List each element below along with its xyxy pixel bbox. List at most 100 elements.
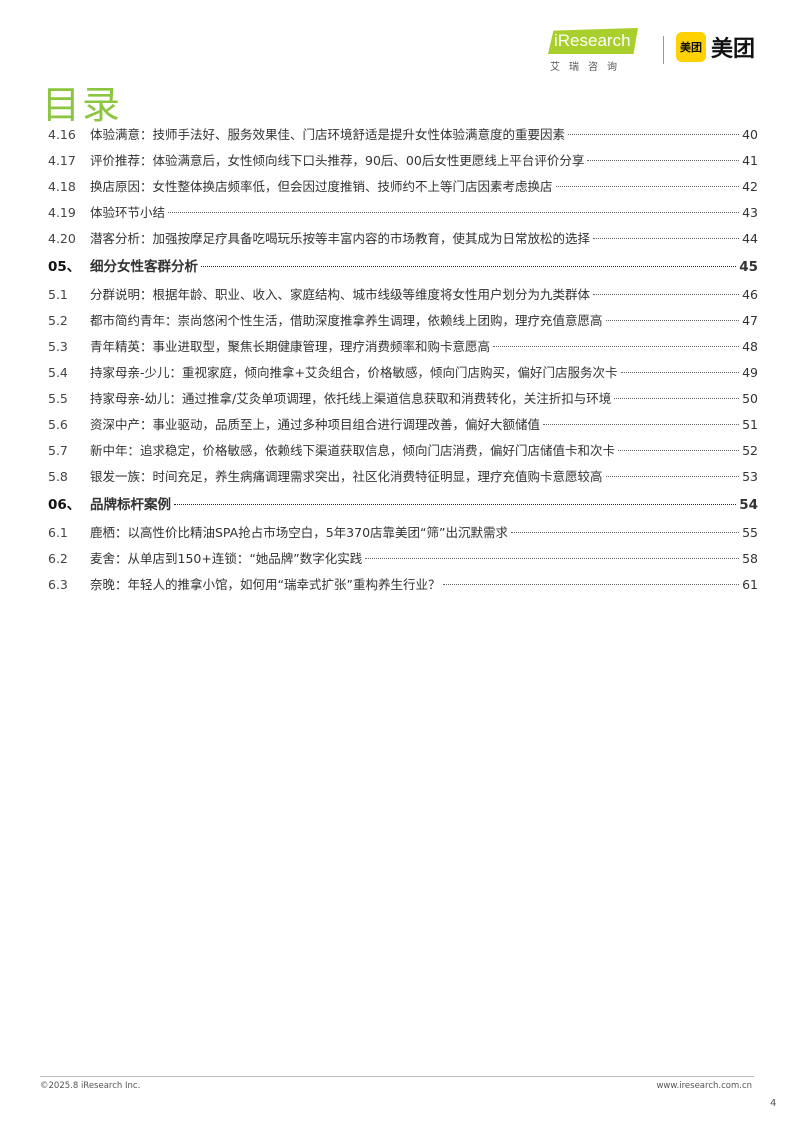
logo-divider bbox=[663, 36, 664, 64]
toc-entry[interactable]: 4.16 体验满意：技师手法好、服务效果佳、门店环境舒适是提升女性体验满意度的重要… bbox=[48, 122, 758, 148]
dot-leader bbox=[593, 238, 740, 239]
toc-entry-page: 50 bbox=[742, 391, 758, 406]
toc-entry-title: 持家母亲-幼儿：通过推拿/艾灸单项调理，依托线上渠道信息获取和消费转化，关注折扣… bbox=[90, 391, 612, 406]
toc-entry-number: 4.20 bbox=[48, 231, 76, 246]
toc-entry-title: 新中年：追求稳定，价格敏感，依赖线下渠道获取信息，倾向门店消费，偏好门店储值卡和… bbox=[90, 443, 616, 458]
toc-entry-number: 5.1 bbox=[48, 287, 68, 302]
iresearch-logo: iResearch bbox=[548, 28, 638, 54]
dot-leader bbox=[511, 532, 740, 533]
toc-entry-page: 43 bbox=[742, 205, 758, 220]
toc-entry-title: 都市简约青年：崇尚悠闲个性生活，借助深度推拿养生调理，依赖线上团购，理疗充值意愿… bbox=[90, 313, 603, 328]
toc-entry-number: 6.3 bbox=[48, 577, 68, 592]
toc-entry-page: 40 bbox=[742, 127, 758, 142]
dot-leader bbox=[174, 504, 737, 505]
toc-entry-title: 体验满意：技师手法好、服务效果佳、门店环境舒适是提升女性体验满意度的重要因素 bbox=[90, 127, 566, 142]
toc-entry-title: 奈晚：年轻人的推拿小馆，如何用“瑞幸式扩张”重构养生行业？ bbox=[90, 577, 441, 592]
toc-entry[interactable]: 6.1 鹿栖：以高性价比精油SPA抢占市场空白，5年370店靠美团“筛”出沉默需求… bbox=[48, 520, 758, 546]
toc-entry-page: 53 bbox=[742, 469, 758, 484]
toc-entry-title: 银发一族：时间充足，养生病痛调理需求突出，社区化消费特征明显，理疗充值购卡意愿较… bbox=[90, 469, 603, 484]
toc-entry-title: 青年精英：事业进取型，聚焦长期健康管理，理疗消费频率和购卡意愿高 bbox=[90, 339, 491, 354]
footer-copyright: ©2025.8 iResearch Inc. bbox=[40, 1081, 141, 1091]
toc-entry-number: 5.3 bbox=[48, 339, 68, 354]
dot-leader bbox=[614, 398, 740, 399]
dot-leader bbox=[605, 476, 740, 477]
toc-entry-number: 5.7 bbox=[48, 443, 68, 458]
footer-divider bbox=[40, 1076, 754, 1077]
dot-leader bbox=[618, 450, 740, 451]
toc-entry-number: 4.17 bbox=[48, 153, 76, 168]
dot-leader bbox=[587, 160, 740, 161]
toc-entry-page: 61 bbox=[742, 577, 758, 592]
toc-entry-title: 鹿栖：以高性价比精油SPA抢占市场空白，5年370店靠美团“筛”出沉默需求 bbox=[90, 525, 508, 540]
toc-entry[interactable]: 5.1 分群说明：根据年龄、职业、收入、家庭结构、城市线级等维度将女性用户划分为九… bbox=[48, 282, 758, 308]
toc-entry-number: 4.16 bbox=[48, 127, 76, 142]
toc-entry-page: 41 bbox=[742, 153, 758, 168]
toc-entry-number: 5.2 bbox=[48, 313, 68, 328]
toc-entry-page: 55 bbox=[742, 525, 758, 540]
toc-entry[interactable]: 5.4 持家母亲-少儿：重视家庭，倾向推拿+艾灸组合，价格敏感，倾向门店购买，偏好… bbox=[48, 360, 758, 386]
toc-entry-title: 细分女性客群分析 bbox=[90, 259, 198, 275]
toc-entry[interactable]: 4.19 体验环节小结 43 bbox=[48, 200, 758, 226]
toc-entry[interactable]: 5.5 持家母亲-幼儿：通过推拿/艾灸单项调理，依托线上渠道信息获取和消费转化，关… bbox=[48, 386, 758, 412]
toc-entry-number: 05、 bbox=[48, 259, 81, 275]
toc-entry-title: 体验环节小结 bbox=[90, 205, 166, 220]
toc-entry-title: 麦舍：从单店到150+连锁：“她品牌”数字化实践 bbox=[90, 551, 363, 566]
dot-leader bbox=[555, 186, 740, 187]
toc-entry[interactable]: 5.8 银发一族：时间充足，养生病痛调理需求突出，社区化消费特征明显，理疗充值购卡… bbox=[48, 464, 758, 490]
toc-entry-number: 4.19 bbox=[48, 205, 76, 220]
toc-entry-title: 换店原因：女性整体换店频率低，但会因过度推销、技师约不上等门店因素考虑换店 bbox=[90, 179, 553, 194]
dot-leader bbox=[365, 558, 740, 559]
dot-leader bbox=[443, 584, 740, 585]
toc-entry-title: 评价推荐：体验满意后，女性倾向线下口头推荐，90后、00后女性更愿线上平台评价分… bbox=[90, 153, 585, 168]
toc-entry-page: 45 bbox=[739, 259, 758, 275]
toc-entry[interactable]: 5.7 新中年：追求稳定，价格敏感，依赖线下渠道获取信息，倾向门店消费，偏好门店储… bbox=[48, 438, 758, 464]
table-of-contents: 4.16 体验满意：技师手法好、服务效果佳、门店环境舒适是提升女性体验满意度的重要… bbox=[48, 122, 758, 598]
meituan-logo-text: 美团 bbox=[711, 37, 756, 62]
dot-leader bbox=[593, 294, 740, 295]
toc-entry[interactable]: 5.6 资深中产：事业驱动，品质至上，通过多种项目组合进行调理改善，偏好大额储值 5… bbox=[48, 412, 758, 438]
dot-leader bbox=[568, 134, 740, 135]
toc-entry-page: 52 bbox=[742, 443, 758, 458]
dot-leader bbox=[168, 212, 740, 213]
dot-leader bbox=[493, 346, 740, 347]
toc-entry[interactable]: 4.18 换店原因：女性整体换店频率低，但会因过度推销、技师约不上等门店因素考虑换… bbox=[48, 174, 758, 200]
toc-entry-number: 5.6 bbox=[48, 417, 68, 432]
toc-section-entry[interactable]: 06、 品牌标杆案例 54 bbox=[48, 490, 758, 520]
toc-entry-page: 54 bbox=[739, 497, 758, 513]
dot-leader bbox=[543, 424, 740, 425]
toc-entry-page: 42 bbox=[742, 179, 758, 194]
toc-entry-page: 58 bbox=[742, 551, 758, 566]
dot-leader bbox=[201, 266, 737, 267]
toc-entry-page: 47 bbox=[742, 313, 758, 328]
toc-entry-number: 06、 bbox=[48, 497, 81, 513]
toc-entry[interactable]: 5.2 都市简约青年：崇尚悠闲个性生活，借助深度推拿养生调理，依赖线上团购，理疗充… bbox=[48, 308, 758, 334]
dot-leader bbox=[620, 372, 740, 373]
toc-entry-title: 分群说明：根据年龄、职业、收入、家庭结构、城市线级等维度将女性用户划分为九类群体 bbox=[90, 287, 591, 302]
footer-website: www.iresearch.com.cn bbox=[656, 1081, 752, 1091]
toc-section-entry[interactable]: 05、 细分女性客群分析 45 bbox=[48, 252, 758, 282]
iresearch-logo-subtitle: 艾瑞咨询 bbox=[550, 62, 626, 73]
toc-entry-page: 46 bbox=[742, 287, 758, 302]
toc-entry-page: 48 bbox=[742, 339, 758, 354]
toc-entry[interactable]: 6.3 奈晚：年轻人的推拿小馆，如何用“瑞幸式扩张”重构养生行业？ 61 bbox=[48, 572, 758, 598]
toc-entry[interactable]: 4.20 潜客分析：加强按摩足疗具备吃喝玩乐按等丰富内容的市场教育，使其成为日常放… bbox=[48, 226, 758, 252]
toc-entry[interactable]: 5.3 青年精英：事业进取型，聚焦长期健康管理，理疗消费频率和购卡意愿高 48 bbox=[48, 334, 758, 360]
dot-leader bbox=[605, 320, 740, 321]
page-number: 4 bbox=[770, 1098, 777, 1109]
toc-entry[interactable]: 6.2 麦舍：从单店到150+连锁：“她品牌”数字化实践 58 bbox=[48, 546, 758, 572]
toc-entry-title: 持家母亲-少儿：重视家庭，倾向推拿+艾灸组合，价格敏感，倾向门店购买，偏好门店服… bbox=[90, 365, 618, 380]
toc-entry-number: 6.2 bbox=[48, 551, 68, 566]
toc-entry-number: 5.4 bbox=[48, 365, 68, 380]
toc-entry-number: 6.1 bbox=[48, 525, 68, 540]
meituan-logo-badge: 美团 bbox=[676, 32, 706, 62]
toc-entry[interactable]: 4.17 评价推荐：体验满意后，女性倾向线下口头推荐，90后、00后女性更愿线上平… bbox=[48, 148, 758, 174]
page-title: 目录 bbox=[42, 83, 123, 127]
toc-entry-number: 5.8 bbox=[48, 469, 68, 484]
toc-entry-number: 5.5 bbox=[48, 391, 68, 406]
toc-entry-page: 49 bbox=[742, 365, 758, 380]
toc-entry-title: 潜客分析：加强按摩足疗具备吃喝玩乐按等丰富内容的市场教育，使其成为日常放松的选择 bbox=[90, 231, 591, 246]
toc-entry-title: 品牌标杆案例 bbox=[90, 497, 171, 513]
toc-entry-page: 51 bbox=[742, 417, 758, 432]
toc-entry-title: 资深中产：事业驱动，品质至上，通过多种项目组合进行调理改善，偏好大额储值 bbox=[90, 417, 541, 432]
toc-entry-number: 4.18 bbox=[48, 179, 76, 194]
